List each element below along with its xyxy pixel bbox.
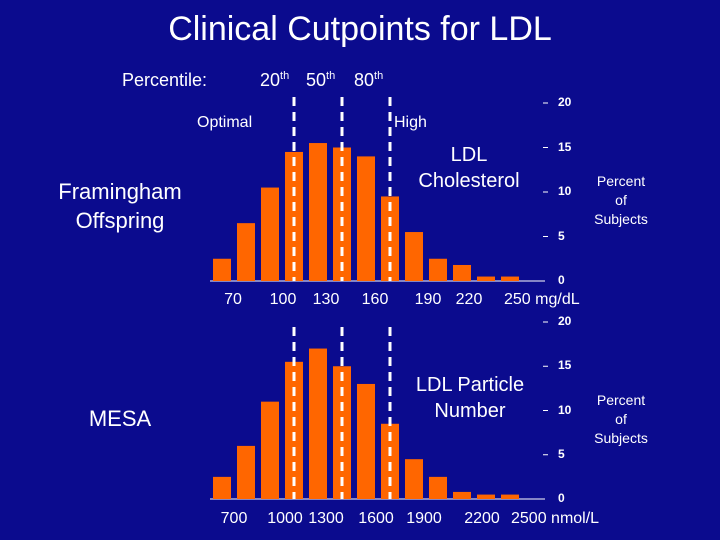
- top-bar: [405, 232, 423, 281]
- bottom-y-tick-label: 20: [558, 314, 572, 328]
- top-bar: [213, 258, 231, 281]
- bottom-y-axis-label: Percent of Subjects: [585, 391, 657, 448]
- bottom-x-tick-label: 1600: [358, 510, 394, 527]
- bottom-bar: [453, 491, 471, 499]
- bottom-x-tick-label: 2500 nmol/L: [511, 510, 600, 527]
- percentile-label: Percentile:: [122, 70, 208, 90]
- top-bar: [453, 264, 471, 281]
- annotation-line: Number: [434, 400, 506, 422]
- top-bar: [501, 276, 519, 281]
- top-bar: [429, 258, 447, 281]
- top-y-tick-label: 10: [558, 184, 572, 198]
- cohort-line: Offspring: [75, 208, 165, 233]
- cohort-line: Framingham: [58, 179, 182, 204]
- top-y-tick-label: 15: [558, 139, 572, 154]
- top-y-tick-label: 5: [558, 228, 565, 243]
- ylabel-line: Percent: [596, 173, 646, 189]
- bottom-x-tick-label: 1000: [267, 510, 303, 527]
- top-y-axis-label: Percent of Subjects: [585, 172, 657, 229]
- top-x-tick-label: 190: [414, 291, 442, 308]
- percentile-20: 20th: [260, 70, 290, 90]
- cohort-line: MESA: [88, 406, 152, 431]
- top-y-tick-label: 0: [558, 273, 565, 287]
- top-x-tick-label: 100: [269, 291, 297, 308]
- ylabel-line: of: [615, 411, 627, 427]
- annotation-line: Cholesterol: [418, 170, 520, 192]
- bottom-x-tick-label: 700: [220, 510, 248, 527]
- bottom-x-tick-label: 2200: [464, 510, 500, 527]
- bottom-bar: [285, 361, 303, 499]
- bottom-cohort-label: MESA: [60, 404, 180, 433]
- top-y-tick-label: 20: [558, 95, 572, 109]
- top-bar: [357, 156, 375, 281]
- top-chart-annotation: LDL Cholesterol: [404, 142, 534, 194]
- percentile-80: 80th: [354, 70, 384, 90]
- ylabel-line: Percent: [596, 392, 646, 408]
- annotation-line: LDL: [450, 144, 488, 166]
- top-x-tick-label: 160: [361, 291, 389, 308]
- bottom-bar: [237, 445, 255, 499]
- top-x-tick-label: 130: [312, 291, 340, 308]
- ylabel-line: Subjects: [594, 430, 648, 446]
- top-bar: [237, 223, 255, 281]
- ylabel-line: Subjects: [594, 211, 648, 227]
- bottom-bar: [429, 476, 447, 499]
- zone-optimal-label: Optimal: [197, 114, 253, 131]
- top-bar: [261, 187, 279, 281]
- bottom-y-tick-label: 5: [558, 446, 565, 461]
- bottom-y-tick-label: 0: [558, 491, 565, 505]
- zone-high-label: High: [394, 114, 427, 131]
- top-cohort-label: Framingham Offspring: [40, 177, 200, 235]
- bottom-x-tick-label: 1900: [406, 510, 442, 527]
- bottom-bar: [381, 423, 399, 499]
- bottom-bar: [477, 494, 495, 499]
- bottom-y-tick-label: 10: [558, 402, 572, 417]
- bottom-bar: [405, 459, 423, 499]
- annotation-line: LDL Particle: [415, 374, 525, 396]
- bottom-bar: [309, 348, 327, 499]
- percentile-50: 50th: [306, 70, 336, 90]
- ylabel-line: of: [615, 192, 627, 208]
- slide-title: Clinical Cutpoints for LDL: [168, 10, 552, 48]
- bottom-x-tick-label: 1300: [308, 510, 344, 527]
- bottom-bar: [261, 401, 279, 499]
- bottom-bar: [357, 383, 375, 499]
- top-bar: [285, 151, 303, 281]
- bottom-bar: [213, 476, 231, 499]
- top-x-tick-label: 220: [455, 291, 483, 308]
- top-bar: [309, 143, 327, 281]
- top-x-tick-label: 250 mg/dL: [504, 291, 580, 308]
- top-bar: [333, 147, 351, 281]
- bottom-chart-annotation: LDL Particle Number: [400, 372, 540, 424]
- top-x-tick-label: 70: [224, 291, 242, 308]
- bottom-bar: [501, 494, 519, 499]
- bottom-y-tick-label: 15: [558, 358, 572, 373]
- top-bar: [477, 276, 495, 281]
